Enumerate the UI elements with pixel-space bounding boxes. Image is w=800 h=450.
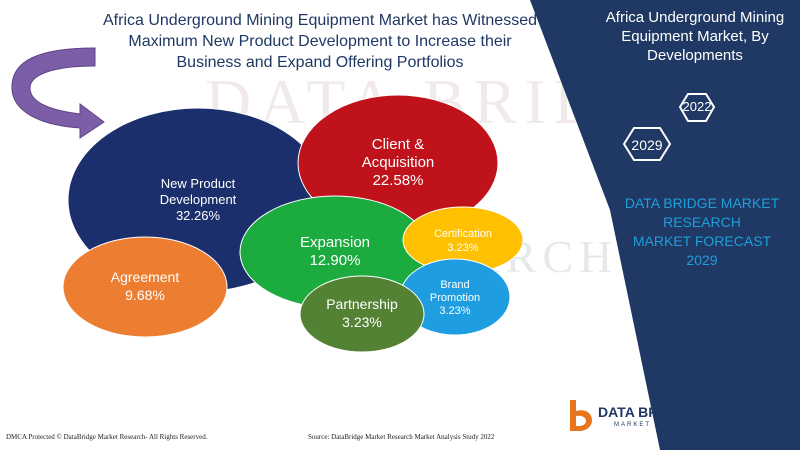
footer-copyright: DMCA Protected © DataBridge Market Resea… [6,433,208,441]
footer-source: Source: DataBridge Market Research Marke… [308,433,495,441]
side-title-line: Developments [647,47,743,64]
title-line: Africa Underground Mining Equipment Mark… [103,12,537,29]
bubble-label: Expansion [300,234,370,251]
forecast-line: 2029 [686,252,718,268]
side-title-line: Africa Underground Mining [605,9,785,26]
bubble-label: 32.26% [176,208,221,223]
hexagon-2029-shape [622,127,672,161]
forecast-text: DATA BRIDGE MARKET RESEARCH MARKET FOREC… [612,194,792,270]
hexagon-2022-shape [678,93,716,122]
forecast-line: RESEARCH [663,214,741,230]
year-2022-label: 2022 [682,99,712,114]
bubble-label: Certification [434,228,492,240]
bubble-label: 3.23% [342,314,382,330]
bubble-label: Agreement [111,269,180,285]
bubble-label: Brand [440,279,469,291]
bubble-label: New Product [161,176,236,191]
logo-name: DATA BRIDGE [598,404,693,420]
bubble-partnership [299,275,425,353]
bubble-label: Partnership [326,296,398,312]
bubble-label: Acquisition [362,154,435,171]
bubble-label: Promotion [430,292,480,304]
bubble-label: Development [160,192,237,207]
title-line: Business and Expand Offering Portfolios [176,54,464,71]
side-title-line: Equipment Market, By [621,28,769,45]
forecast-line: MARKET FORECAST [632,233,772,249]
bubble-label: Client & [372,136,425,153]
page-title: Africa Underground Mining Equipment Mark… [70,10,570,73]
bubble-label: 3.23% [447,242,478,254]
bubble-label: 3.23% [439,305,470,317]
year-2029-label: 2029 [631,137,663,153]
bubble-label: 9.68% [125,287,165,303]
title-line: Maximum New Product Development to Incre… [128,33,512,50]
data-bridge-logo-icon [570,400,592,431]
bubble-label: 22.58% [373,172,424,189]
bubble-label: 12.90% [310,252,361,269]
side-panel-title: Africa Underground Mining Equipment Mark… [598,8,792,65]
curved-arrow-icon [11,47,105,139]
logo-tagline: MARKET RESEARCH [614,422,704,428]
bubble-agreement [62,236,228,338]
forecast-line: DATA BRIDGE MARKET [624,195,780,211]
